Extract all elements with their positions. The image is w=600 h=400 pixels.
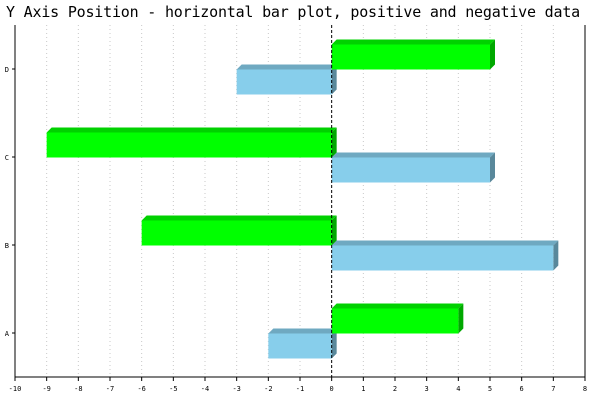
bar-top-face: [331, 152, 495, 158]
bar-front-face: [236, 69, 332, 95]
y-tick-label-C: C: [5, 154, 9, 162]
x-tick-label-8: 8: [583, 385, 587, 393]
y-tick-label-D: D: [5, 66, 9, 74]
bar-D-series-2: [331, 39, 495, 70]
bar-side-face: [331, 64, 337, 95]
bar-top-face: [331, 303, 464, 309]
bar-A-series-1: [268, 328, 337, 359]
x-tick-label-3: 3: [425, 385, 429, 393]
x-tick-label-6: 6: [520, 385, 524, 393]
x-tick-label-1: 1: [361, 385, 365, 393]
bar-front-face: [268, 333, 332, 359]
bar-top-face: [268, 328, 337, 334]
x-tick-label-4: 4: [456, 385, 460, 393]
bar-front-face: [331, 245, 554, 271]
bar-B-series-2: [141, 215, 337, 246]
bar-C-series-2: [46, 127, 337, 158]
bar-front-face: [331, 44, 490, 70]
bar-side-face: [331, 328, 337, 359]
x-tick-label--4: -4: [201, 385, 209, 393]
bar-side-face: [458, 303, 464, 334]
bar-side-face: [490, 39, 495, 70]
bars: [46, 39, 559, 359]
bar-front-face: [331, 157, 490, 183]
x-tick-label-5: 5: [488, 385, 492, 393]
x-tick-label--5: -5: [169, 385, 177, 393]
bar-front-face: [46, 132, 332, 158]
bar-front-face: [141, 220, 332, 246]
y-tick-label-B: B: [5, 242, 9, 250]
bar-side-face: [553, 240, 559, 271]
bar-top-face: [331, 39, 495, 45]
bar-A-series-2: [331, 303, 464, 334]
bar-side-face: [331, 215, 337, 246]
bar-front-face: [331, 308, 459, 334]
grid-lines: [46, 25, 554, 377]
x-tick-label-2: 2: [393, 385, 397, 393]
chart-title: Y Axis Position - horizontal bar plot, p…: [6, 3, 580, 21]
x-tick-label--2: -2: [264, 385, 272, 393]
bar-top-face: [46, 127, 337, 133]
bar-top-face: [331, 240, 559, 246]
x-tick-label--10: -10: [9, 385, 22, 393]
x-tick-label--7: -7: [106, 385, 114, 393]
x-tick-label--8: -8: [74, 385, 82, 393]
bar-side-face: [331, 127, 337, 158]
y-tick-label-A: A: [5, 330, 10, 338]
x-tick-label--1: -1: [296, 385, 304, 393]
bar-C-series-1: [331, 152, 495, 183]
bar-D-series-1: [236, 64, 337, 95]
x-tick-label-7: 7: [551, 385, 555, 393]
x-tick-label--9: -9: [42, 385, 50, 393]
x-tick-label--6: -6: [137, 385, 145, 393]
bar-B-series-1: [331, 240, 559, 271]
x-tick-label-0: 0: [330, 385, 334, 393]
x-tick-label--3: -3: [232, 385, 240, 393]
bar-top-face: [236, 64, 337, 70]
bar-top-face: [141, 215, 337, 221]
bar-side-face: [490, 152, 495, 183]
